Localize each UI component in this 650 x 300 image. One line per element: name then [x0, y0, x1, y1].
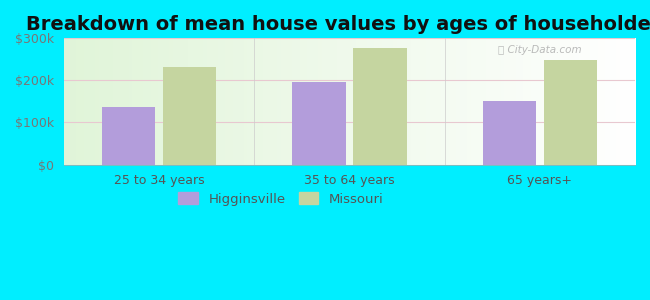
Title: Breakdown of mean house values by ages of householders: Breakdown of mean house values by ages o…	[27, 15, 650, 34]
Bar	[102, 107, 155, 165]
Bar	[543, 60, 597, 165]
Bar	[353, 48, 406, 165]
Bar	[163, 67, 216, 165]
Text: ⓘ City-Data.com: ⓘ City-Data.com	[498, 45, 582, 55]
Bar	[292, 82, 346, 165]
Legend: Higginsville, Missouri: Higginsville, Missouri	[173, 187, 389, 211]
Bar	[483, 100, 536, 165]
